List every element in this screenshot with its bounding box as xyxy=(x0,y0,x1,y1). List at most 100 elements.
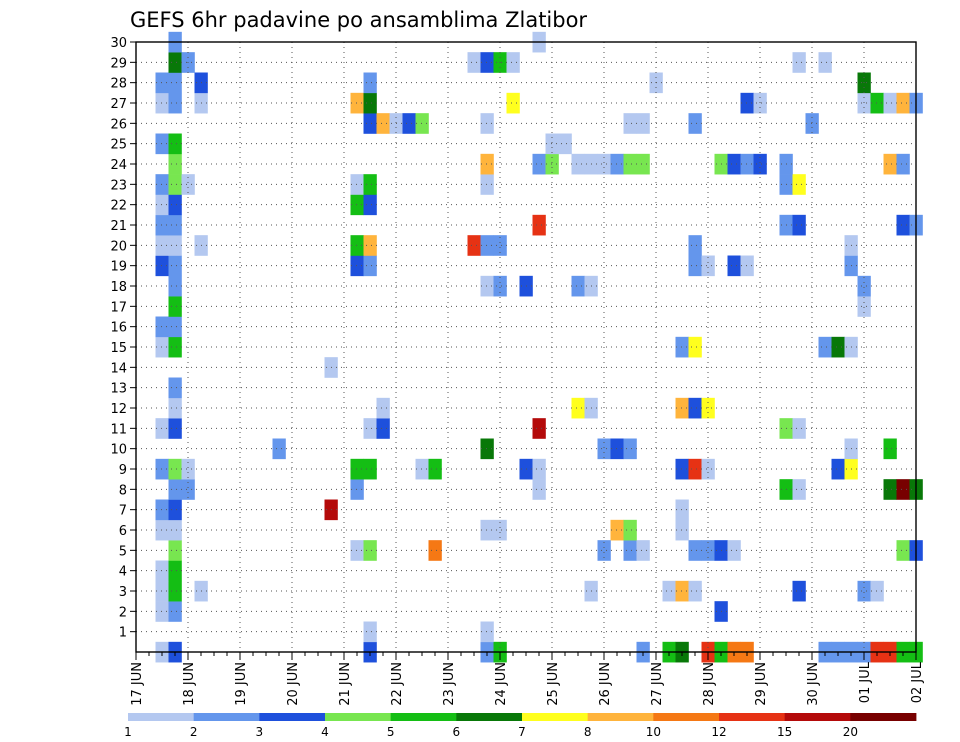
chart-title: GEFS 6hr padavine po ansamblima Zlatibor xyxy=(130,8,587,32)
heatmap-cell xyxy=(363,92,377,114)
y-tick-label: 14 xyxy=(110,361,127,376)
colorbar-swatch xyxy=(259,713,326,721)
colorbar-label: 4 xyxy=(321,725,329,739)
heatmap-cell xyxy=(896,153,910,175)
heatmap-cell xyxy=(688,113,702,134)
heatmap-cell xyxy=(688,255,702,277)
heatmap-cell xyxy=(467,52,481,73)
heatmap-cell xyxy=(675,580,689,602)
colorbar-label: 15 xyxy=(777,725,792,739)
heatmap-cell xyxy=(363,418,377,439)
heatmap-cell xyxy=(155,133,169,155)
heatmap-cell xyxy=(857,296,871,317)
heatmap-cell xyxy=(597,438,611,460)
heatmap-cell xyxy=(623,113,637,134)
heatmap-cell xyxy=(623,540,637,561)
heatmap-cell xyxy=(675,519,689,541)
heatmap-cell xyxy=(155,580,169,602)
heatmap-cell xyxy=(675,397,689,419)
heatmap-cell xyxy=(168,194,182,216)
heatmap-cell xyxy=(701,397,715,419)
x-tick-label: 19 JUN xyxy=(234,662,249,706)
heatmap-cell xyxy=(272,438,286,460)
heatmap-cell xyxy=(155,255,169,277)
heatmap-cell xyxy=(558,133,572,155)
heatmap-cell xyxy=(545,133,559,155)
x-tick-label: 01 JUL xyxy=(858,661,873,703)
heatmap-cell xyxy=(155,418,169,439)
x-tick-label: 23 JUN xyxy=(442,662,457,706)
heatmap-cell xyxy=(428,540,442,561)
y-tick-label: 21 xyxy=(110,219,127,234)
y-tick-label: 18 xyxy=(110,280,127,295)
heatmap-cell xyxy=(467,235,481,256)
x-tick-label: 20 JUN xyxy=(286,662,301,706)
heatmap-cell xyxy=(792,214,806,236)
heatmap-cell xyxy=(818,336,832,358)
colorbar-label: 7 xyxy=(518,725,526,739)
heatmap-cell xyxy=(636,540,650,561)
heatmap-cell xyxy=(883,92,897,114)
y-tick-label: 15 xyxy=(110,341,127,356)
y-tick-label: 6 xyxy=(119,524,127,539)
y-tick-label: 13 xyxy=(110,382,127,397)
heatmap-cell xyxy=(870,580,884,602)
heatmap-cell xyxy=(168,377,182,399)
heatmap-cell xyxy=(168,52,182,73)
heatmap-cell xyxy=(532,418,546,439)
heatmap-cell xyxy=(168,540,182,561)
colorbar-label: 3 xyxy=(256,725,264,739)
heatmap-cell xyxy=(597,153,611,175)
colorbar-label: 12 xyxy=(711,725,726,739)
heatmap-cell xyxy=(155,235,169,256)
heatmap-cell xyxy=(363,255,377,277)
x-tick-label: 26 JUN xyxy=(598,662,613,706)
heatmap-cell xyxy=(168,560,182,582)
heatmap-cell xyxy=(480,52,494,73)
heatmap-cell xyxy=(168,174,182,195)
heatmap-cell xyxy=(480,174,494,195)
heatmap-cell xyxy=(155,214,169,236)
heatmap-cell xyxy=(376,113,390,134)
heatmap-cell xyxy=(636,153,650,175)
heatmap-cell xyxy=(532,214,546,236)
heatmap-cell xyxy=(792,52,806,73)
colorbar-swatch xyxy=(850,713,917,721)
heatmap-cell xyxy=(727,153,741,175)
heatmap-cell xyxy=(493,235,507,256)
y-tick-label: 4 xyxy=(119,565,127,580)
colorbar: 1 2 3 4 5 6 7 8 10 12 15 20 xyxy=(124,713,917,739)
heatmap-cell xyxy=(168,418,182,439)
y-tick-label: 19 xyxy=(110,260,127,275)
heatmap-cell xyxy=(493,275,507,297)
heatmap-cell xyxy=(506,92,520,114)
colorbar-swatch xyxy=(653,713,720,721)
heatmap-cell xyxy=(480,438,494,460)
y-tick-label: 28 xyxy=(110,77,127,92)
heatmap-cell xyxy=(883,153,897,175)
colorbar-swatch xyxy=(128,713,195,721)
heatmap-cell xyxy=(181,458,195,480)
x-tick-label: 18 JUN xyxy=(182,662,197,706)
colorbar-label: 8 xyxy=(584,725,592,739)
x-tick-label: 22 JUN xyxy=(390,662,405,706)
heatmap-cell xyxy=(168,601,182,622)
heatmap-cell xyxy=(155,72,169,94)
y-tick-label: 22 xyxy=(110,199,127,214)
heatmap-cell xyxy=(701,255,715,277)
y-tick-label: 2 xyxy=(119,605,127,620)
heatmap-cell xyxy=(155,499,169,521)
heatmap-cell xyxy=(753,92,767,114)
y-tick-label: 20 xyxy=(110,239,127,254)
heatmap-cell xyxy=(363,540,377,561)
heatmap-cell xyxy=(883,479,897,500)
heatmap-cell xyxy=(727,540,741,561)
heatmap-cell xyxy=(896,479,910,500)
heatmap-cell xyxy=(675,499,689,521)
y-tick-label: 29 xyxy=(110,56,127,71)
heatmap-cell xyxy=(402,113,416,134)
heatmap-cell xyxy=(155,519,169,541)
y-tick-label: 10 xyxy=(110,443,127,458)
heatmap-cell xyxy=(831,336,845,358)
heatmap-cell xyxy=(636,113,650,134)
